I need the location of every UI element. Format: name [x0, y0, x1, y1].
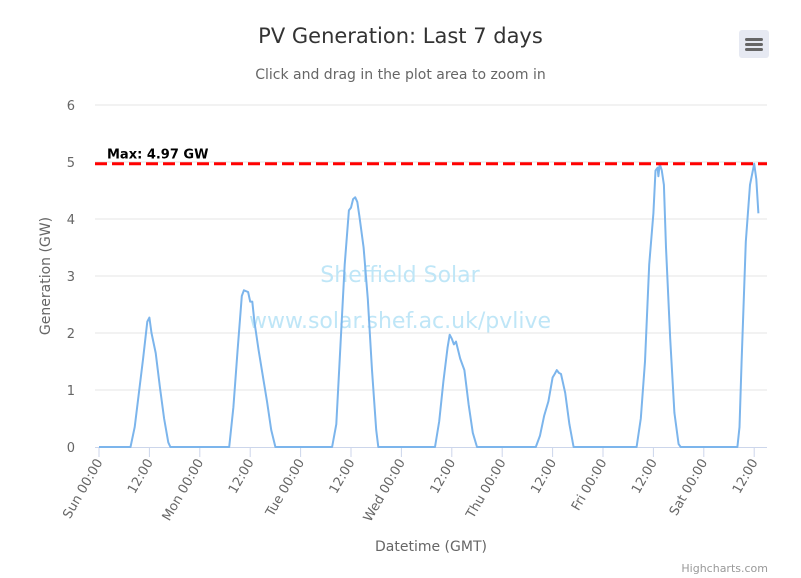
series-line[interactable] — [99, 162, 760, 448]
x-tick-label: Mon 00:00 — [160, 457, 207, 524]
watermark-url: www.solar.shef.ac.uk/pvlive — [249, 309, 551, 334]
hamburger-icon-bar — [745, 48, 763, 51]
hamburger-icon-bar — [745, 43, 763, 46]
x-tick-label: 12:00 — [730, 457, 762, 497]
x-tick-label: 12:00 — [629, 457, 661, 497]
x-tick-label: Thu 00:00 — [463, 457, 509, 523]
x-tick-label: Tue 00:00 — [263, 457, 308, 521]
credits-link[interactable]: Highcharts.com — [681, 562, 768, 575]
x-tick-label: Wed 00:00 — [361, 457, 409, 525]
y-tick-label: 5 — [67, 156, 75, 171]
y-tick-label: 3 — [67, 270, 75, 285]
chart-subtitle: Click and drag in the plot area to zoom … — [255, 67, 546, 83]
x-tick-label: Sat 00:00 — [667, 457, 711, 519]
y-tick-label: 6 — [67, 99, 75, 114]
x-tick-label: 12:00 — [528, 457, 560, 497]
y-tick-label: 1 — [67, 384, 75, 399]
y-tick-label: 4 — [67, 213, 75, 228]
max-plot-line-label: Max: 4.97 GW — [107, 148, 208, 163]
y-tick-label: 2 — [67, 327, 75, 342]
x-tick-label: 12:00 — [327, 457, 359, 497]
x-tick-label: 12:00 — [428, 457, 460, 497]
x-tick-label: Fri 00:00 — [569, 457, 611, 514]
hamburger-icon-bar — [745, 38, 763, 41]
y-tick-label: 0 — [67, 441, 75, 456]
watermark-text: Sheffield Solar — [320, 263, 480, 288]
x-tick-label: 12:00 — [226, 457, 258, 497]
context-menu-button[interactable] — [739, 30, 769, 58]
y-axis-title: Generation (GW) — [38, 217, 54, 335]
chart-title: PV Generation: Last 7 days — [258, 24, 543, 48]
x-tick-label: 12:00 — [125, 457, 157, 497]
x-tick-label: Sun 00:00 — [60, 457, 106, 522]
x-axis-title: Datetime (GMT) — [375, 539, 487, 555]
